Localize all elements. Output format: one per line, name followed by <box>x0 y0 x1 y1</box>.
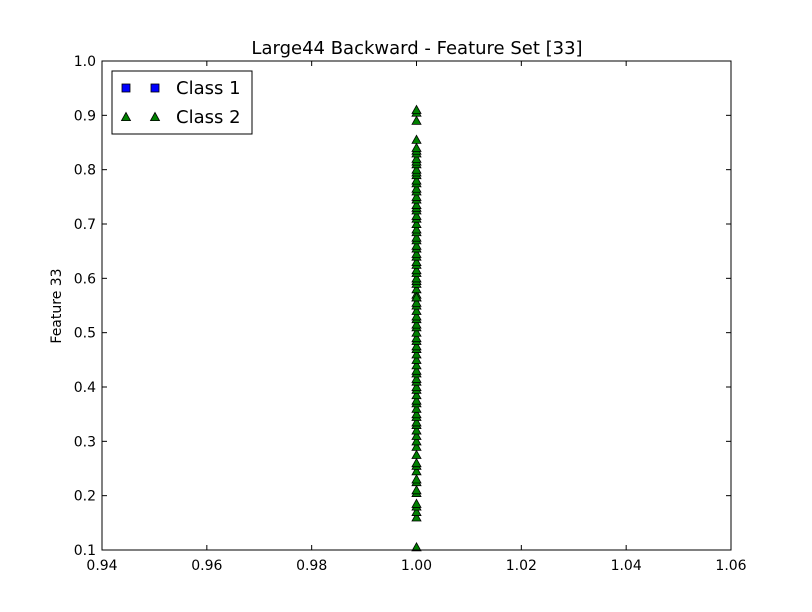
x-tick-label: 0.96 <box>191 558 222 574</box>
data-point-class-2 <box>411 218 422 229</box>
legend-marker-class-2 <box>120 111 132 121</box>
data-point-class-2 <box>411 142 422 152</box>
data-point-class-2 <box>411 153 422 163</box>
x-tick-label: 0.94 <box>86 558 117 574</box>
x-tick-label: 1.04 <box>611 558 642 574</box>
legend-label: Class 1 <box>176 78 241 99</box>
x-tick-label: 1.06 <box>715 558 746 574</box>
data-point-class-2 <box>411 273 422 283</box>
y-tick-label: 0.1 <box>74 543 96 559</box>
data-point-class-2 <box>411 349 422 359</box>
data-point-class-2 <box>411 340 422 351</box>
y-tick-label: 0.6 <box>74 271 96 287</box>
y-tick-label: 0.8 <box>74 163 96 179</box>
data-point-class-2 <box>411 115 422 125</box>
y-tick-label: 0.4 <box>74 380 96 396</box>
data-point-class-2 <box>411 183 422 193</box>
data-point-class-2 <box>411 389 422 400</box>
legend: Class 1 Class 2 <box>111 70 253 135</box>
data-point-class-2 <box>411 373 422 383</box>
y-tick-label: 1.0 <box>74 54 96 70</box>
data-point-class-2 <box>411 354 422 364</box>
data-point-class-2 <box>411 408 422 419</box>
data-point-class-2 <box>411 134 422 144</box>
x-tick-label: 1.02 <box>506 558 537 574</box>
data-point-class-2 <box>411 359 422 370</box>
data-points <box>411 104 422 552</box>
legend-marker-class-1 <box>121 83 131 93</box>
data-point-class-2 <box>411 381 422 392</box>
y-tick-label: 0.3 <box>74 434 96 450</box>
data-point-class-2 <box>411 436 422 446</box>
data-point-class-2 <box>411 430 422 440</box>
y-tick-label: 0.9 <box>74 108 96 124</box>
x-tick-label: 1.00 <box>401 558 432 574</box>
data-point-class-2 <box>411 240 422 250</box>
data-point-class-2 <box>411 465 422 476</box>
data-point-class-2 <box>411 164 422 174</box>
data-point-class-2 <box>411 498 422 508</box>
legend-marker-class-2 <box>149 111 161 121</box>
data-point-class-2 <box>411 292 422 302</box>
data-point-class-2 <box>411 264 422 275</box>
data-point-class-2 <box>411 199 422 209</box>
y-tick-label: 0.7 <box>74 217 96 233</box>
y-tick-label: 0.5 <box>74 326 96 342</box>
data-point-class-2 <box>411 512 422 522</box>
x-tick-label: 0.98 <box>296 558 327 574</box>
y-axis: 0.1 0.2 0.3 0.4 0.5 0.6 0.7 0.8 0.9 1.0 <box>74 54 731 559</box>
data-point-class-2 <box>411 248 422 258</box>
data-point-class-2 <box>411 403 422 413</box>
data-point-class-2 <box>411 305 422 315</box>
legend-marker-class-1 <box>150 83 160 93</box>
data-point-class-2 <box>411 104 422 114</box>
legend-box <box>111 70 253 135</box>
data-point-class-2 <box>411 474 422 484</box>
data-point-class-2 <box>411 232 422 242</box>
data-point-class-2 <box>411 506 422 516</box>
data-point-class-2 <box>411 441 422 451</box>
data-point-class-2 <box>411 319 422 329</box>
data-point-class-2 <box>411 365 422 375</box>
data-point-class-2 <box>411 425 422 435</box>
data-point-class-2 <box>411 297 422 307</box>
data-point-class-2 <box>411 541 422 552</box>
data-point-class-2 <box>411 210 422 220</box>
data-point-class-2 <box>411 256 422 267</box>
data-point-class-2 <box>411 484 422 495</box>
plot-area-frame <box>101 60 732 551</box>
data-point-class-2 <box>411 395 422 405</box>
data-point-class-2 <box>411 449 422 459</box>
y-tick-label: 0.2 <box>74 489 96 505</box>
data-point-class-2 <box>411 224 422 234</box>
data-point-class-2 <box>411 327 422 337</box>
y-axis-label: Feature 33 <box>49 268 65 343</box>
data-point-class-2 <box>411 311 422 321</box>
data-point-class-2 <box>411 191 422 201</box>
data-point-class-2 <box>411 175 422 185</box>
legend-label: Class 2 <box>176 107 241 128</box>
data-point-class-2 <box>411 416 422 427</box>
data-point-class-2 <box>411 457 422 468</box>
chart-title: Large44 Backward - Feature Set [33] <box>251 38 582 59</box>
data-point-class-2 <box>411 332 422 343</box>
